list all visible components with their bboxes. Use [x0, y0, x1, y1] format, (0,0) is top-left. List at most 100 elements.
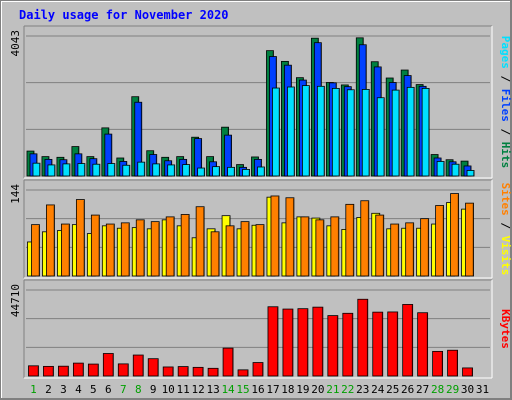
legend-entry-pages: Pages — [499, 36, 512, 69]
panel-volume: 44710 KBytes — [9, 279, 512, 379]
bar-pages-day-27 — [421, 87, 430, 177]
x-tick-day-23: 23 — [356, 383, 369, 396]
bar-sites-day-5 — [90, 214, 100, 277]
bar-shadow — [383, 98, 385, 176]
bar-sites-day-28 — [435, 205, 445, 277]
legend-separator: / — [499, 216, 512, 236]
bar-kbytes-day-13 — [207, 367, 219, 377]
bar-pages-day-24 — [376, 97, 385, 177]
bar-sites-day-2 — [46, 204, 55, 277]
bar-shadow — [277, 196, 279, 276]
bar-shadow — [188, 215, 190, 276]
bar-kbytes-day-21 — [327, 315, 339, 377]
bar-shadow — [397, 225, 399, 276]
bar-shadow — [110, 135, 112, 176]
legend-visitors: Sites / Visits — [499, 183, 512, 276]
bar-pages-day-15 — [242, 169, 250, 177]
bar-shadow — [353, 90, 355, 176]
bar-shadow — [113, 164, 115, 176]
bar-shadow — [276, 307, 278, 376]
bar-shadow — [426, 313, 428, 376]
bar-shadow — [336, 316, 338, 376]
bar-shadow — [233, 226, 235, 276]
x-tick-day-1: 1 — [30, 383, 37, 396]
bar-sites-day-14 — [225, 225, 235, 277]
bar-kbytes-day-12 — [192, 366, 204, 377]
bar-shadow — [82, 364, 84, 376]
x-tick-day-25: 25 — [386, 383, 399, 396]
panel-background — [24, 280, 492, 378]
bar-kbytes-day-28 — [432, 350, 444, 377]
bar-sites-day-20 — [315, 219, 325, 277]
bar-sites-day-17 — [270, 195, 280, 277]
bar-sites-day-16 — [255, 224, 265, 277]
bar-shadow — [157, 359, 159, 376]
bar-pages-day-19 — [302, 85, 310, 177]
bar-kbytes-day-23 — [357, 298, 369, 377]
bar-shadow — [203, 207, 205, 276]
bar-shadow — [97, 365, 99, 376]
x-tick-day-10: 10 — [162, 383, 175, 396]
y-max-label: 144 — [9, 184, 22, 204]
x-tick-day-9: 9 — [150, 383, 157, 396]
x-tick-day-17: 17 — [266, 383, 279, 396]
bar-kbytes-day-17 — [267, 306, 279, 377]
legend-entry-hits: Hits — [499, 142, 512, 169]
x-tick-day-14: 14 — [221, 383, 235, 396]
bar-shadow — [53, 165, 55, 176]
bar-pages-day-26 — [406, 86, 415, 177]
x-tick-day-2: 2 — [45, 383, 52, 396]
x-tick-day-30: 30 — [461, 383, 474, 396]
bar-pages-day-20 — [316, 85, 325, 177]
bar-sites-day-29 — [450, 193, 459, 277]
bar-shadow — [127, 364, 129, 376]
bar-sites-day-9 — [150, 221, 160, 277]
bar-pages-day-6 — [107, 163, 116, 177]
bar-shadow — [411, 305, 413, 376]
bar-kbytes-day-19 — [297, 308, 309, 377]
bar-shadow — [307, 217, 309, 276]
legend-requests: Pages / Files / Hits — [499, 36, 512, 169]
bar-shadow — [351, 314, 353, 376]
x-tick-day-12: 12 — [192, 383, 205, 396]
bar-shadow — [112, 354, 114, 376]
bar-shadow — [366, 300, 368, 376]
bar-shadow — [338, 89, 340, 176]
legend-entry-visits: Visits — [499, 236, 512, 276]
x-tick-day-16: 16 — [251, 383, 264, 396]
x-tick-day-7: 7 — [120, 383, 127, 396]
bar-shadow — [306, 309, 308, 376]
bar-shadow — [292, 198, 294, 276]
bar-pages-day-13 — [212, 166, 220, 177]
bar-pages-day-22 — [346, 89, 355, 177]
legend-entry-kbytes: KBytes — [499, 309, 512, 349]
x-tick-day-3: 3 — [60, 383, 67, 396]
bar-kbytes-day-3 — [58, 365, 69, 377]
bar-shadow — [173, 165, 175, 176]
bar-pages-day-14 — [227, 166, 235, 177]
bar-sites-day-12 — [195, 206, 205, 277]
bar-sites-day-15 — [240, 221, 250, 277]
bar-shadow — [368, 90, 370, 176]
bar-kbytes-day-10 — [162, 366, 174, 377]
bar-sites-day-18 — [285, 197, 295, 277]
bar-kbytes-day-8 — [132, 354, 144, 377]
bar-kbytes-day-22 — [342, 312, 354, 377]
bar-sites-day-3 — [61, 223, 70, 277]
bar-shadow — [472, 204, 474, 276]
bar-pages-day-28 — [436, 161, 445, 177]
bar-shadow — [262, 363, 263, 376]
bar-pages-day-9 — [152, 163, 161, 177]
legend-entry-sites: Sites — [499, 183, 512, 216]
bar-shadow — [413, 88, 415, 176]
bar-kbytes-day-26 — [402, 304, 414, 377]
bar-sites-day-27 — [420, 218, 430, 277]
bar-sites-day-23 — [360, 200, 370, 277]
x-tick-day-21: 21 — [326, 383, 339, 396]
y-max-label: 4043 — [9, 30, 22, 57]
x-axis-ticks: 1 2 3 4 5 6 7 8 9 10 11 12 13 14 15 16 17 18 19 20 21 22 23 24 2… — [30, 383, 489, 396]
bar-sites-day-10 — [165, 216, 175, 277]
x-tick-day-19: 19 — [296, 383, 309, 396]
bar-sites-day-22 — [345, 203, 355, 277]
bar-sites-day-4 — [75, 199, 85, 277]
